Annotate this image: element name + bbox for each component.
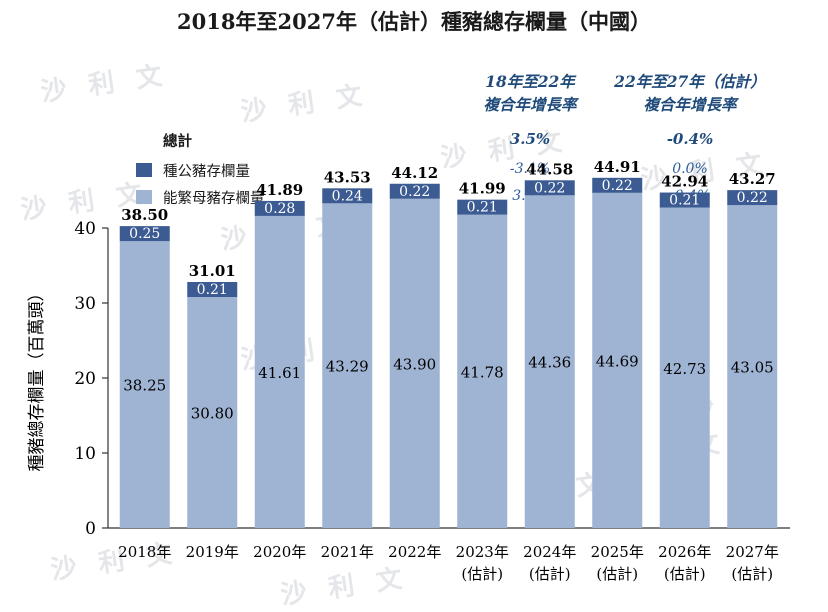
x-tick-label-estimate: (估計) xyxy=(596,565,638,583)
bar-boar-label: 0.21 xyxy=(467,200,498,216)
bar-sow xyxy=(322,203,373,528)
x-tick-label: 2026年 xyxy=(658,543,711,561)
cagr-total-col2: -0.4% xyxy=(666,130,714,148)
bar-boar xyxy=(727,190,778,206)
bar-boar-label: 0.22 xyxy=(534,180,565,196)
bar-sow xyxy=(524,195,575,529)
bar-boar-label: 0.21 xyxy=(197,282,228,298)
y-tick-label: 0 xyxy=(85,519,96,539)
bar-sow-label: 41.78 xyxy=(461,363,504,381)
bar-boar xyxy=(322,188,373,204)
y-tick-label: 30 xyxy=(74,294,96,314)
x-tick-label: 2027年 xyxy=(726,543,779,561)
cagr-header-1-line2: 複合年增長率 xyxy=(483,95,577,114)
y-tick-label: 20 xyxy=(74,369,96,389)
bar-total-label: 31.01 xyxy=(189,262,236,280)
bar-sow xyxy=(119,241,170,528)
y-tick-label: 40 xyxy=(74,219,96,239)
bar-boar xyxy=(254,200,305,216)
bar-boar-label: 0.21 xyxy=(669,193,700,209)
bar-sow-label: 42.73 xyxy=(663,360,706,378)
bar-sow-label: 43.29 xyxy=(326,358,369,376)
bar-total-label: 44.91 xyxy=(594,158,641,176)
legend-swatch-boar xyxy=(136,163,152,177)
bar-boar-label: 0.24 xyxy=(332,188,363,204)
bar-boar xyxy=(389,183,440,199)
bar-boar xyxy=(592,177,643,193)
bar-boar xyxy=(457,199,508,215)
bar-total-label: 42.94 xyxy=(661,173,708,191)
legend-label-boar: 種公豬存欄量 xyxy=(163,164,250,180)
x-tick-label: 2020年 xyxy=(253,543,306,561)
bar-sow xyxy=(254,215,305,529)
bar-total-label: 38.50 xyxy=(121,206,168,224)
cagr-header-1-line1: 18年至22年 xyxy=(485,72,575,91)
x-tick-label: 2024年 xyxy=(523,543,576,561)
bar-sow-label: 30.80 xyxy=(191,405,234,423)
x-tick-label: 2019年 xyxy=(186,543,239,561)
cagr-header-2: 22年至27年（估計） 複合年增長率 xyxy=(590,70,790,116)
bar-boar-label: 0.22 xyxy=(737,190,768,206)
bar-boar-label: 0.25 xyxy=(129,226,160,242)
bar-sow-label: 41.61 xyxy=(258,364,301,382)
y-axis-label: 種豬總存欄量（百萬頭） xyxy=(27,285,47,472)
cagr-total-col1: 3.5% xyxy=(509,130,551,148)
bar-sow xyxy=(389,198,440,528)
cagr-row-label-total: 總計 xyxy=(163,134,192,150)
bar-sow xyxy=(727,205,778,528)
bar-sow xyxy=(592,192,643,528)
cagr-header-2-line2: 複合年增長率 xyxy=(643,95,737,114)
x-tick-label: 2022年 xyxy=(388,543,441,561)
bar-boar xyxy=(524,180,575,196)
bar-sow-label: 44.36 xyxy=(528,354,571,372)
bar-boar xyxy=(187,282,238,297)
bar-boar-label: 0.28 xyxy=(264,201,295,217)
bar-total-label: 41.99 xyxy=(459,180,506,198)
x-tick-label-estimate: (估計) xyxy=(664,565,706,583)
bar-total-label: 43.27 xyxy=(729,170,776,188)
cagr-boar-col2: 0.0% xyxy=(672,161,708,177)
bar-sow xyxy=(187,297,238,528)
legend-swatch-sow xyxy=(136,190,152,204)
cagr-boar-col1: -3.1% xyxy=(509,161,551,177)
y-tick-label: 10 xyxy=(74,444,96,464)
x-tick-label: 2025年 xyxy=(591,543,644,561)
chart-title: 2018年至2027年（估計）種豬總存欄量（中國） xyxy=(177,9,651,34)
x-tick-label-estimate: (估計) xyxy=(529,565,571,583)
bar-total-label: 44.58 xyxy=(526,160,573,178)
bar-boar-label: 0.22 xyxy=(602,178,633,194)
x-tick-label: 2018年 xyxy=(118,543,171,561)
bar-total-label: 44.12 xyxy=(391,164,438,182)
cagr-header-2-line1: 22年至27年（估計） xyxy=(614,72,766,91)
bar-boar xyxy=(119,226,170,242)
x-tick-label: 2021年 xyxy=(321,543,374,561)
bar-sow xyxy=(457,214,508,528)
bar-sow-label: 43.05 xyxy=(731,359,774,377)
x-tick-label-estimate: (估計) xyxy=(731,565,773,583)
bar-total-label: 41.89 xyxy=(256,181,303,199)
bar-sow-label: 44.69 xyxy=(596,352,639,370)
bar-total-label: 43.53 xyxy=(324,168,371,186)
legend-label-sow: 能繁母豬存欄量 xyxy=(163,191,265,207)
x-tick-label: 2023年 xyxy=(456,543,509,561)
x-tick-label-estimate: (估計) xyxy=(461,565,503,583)
bar-boar xyxy=(659,192,710,208)
bar-sow xyxy=(659,207,710,528)
bar-sow-label: 43.90 xyxy=(393,355,436,373)
bar-boar-label: 0.22 xyxy=(399,184,430,200)
bar-sow-label: 38.25 xyxy=(123,377,166,395)
cagr-header-1: 18年至22年 複合年增長率 xyxy=(460,70,600,116)
